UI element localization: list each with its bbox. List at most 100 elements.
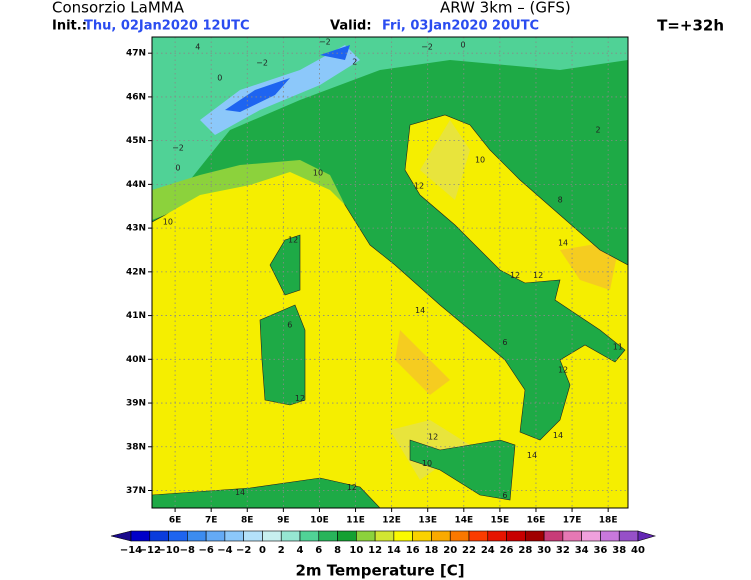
colorbar-bin [280,530,301,542]
x-tick-label: 10E [310,516,329,526]
contour-label: 6 [287,321,292,330]
contour-label: 10 [475,155,485,164]
colorbar-label: 16 [406,545,420,556]
contour-label: −2 [421,43,433,52]
graticule [152,37,628,508]
colorbar-label: −10 [157,545,179,556]
contour-label: 0 [175,164,180,173]
contour-label: 12 [510,271,520,280]
corsica [269,234,301,296]
contour-label: 14 [558,238,568,247]
contour-label: 12 [288,235,298,244]
contour-label: 14 [235,488,245,497]
contour-label: −2 [172,144,184,153]
warm-sea [395,240,620,395]
contour-label: 12 [428,433,438,442]
colorbar-label: 18 [424,545,438,556]
init-time: Thu, 02Jan2020 12UTC [84,19,250,34]
colorbar-bin [506,530,526,542]
colorbar-label: 12 [368,545,382,556]
y-tick-label: 42N [126,267,146,277]
colorbar-bin [393,530,413,542]
colorbar-label: 8 [334,545,341,556]
x-tick-label: 14E [454,516,473,526]
colorbar-bin [487,530,507,542]
colorbar-label: 30 [537,545,551,556]
y-tick-label: 41N [126,311,146,321]
contour-label: 0 [461,40,466,49]
contour-label: 12 [414,182,424,191]
colorbar-bin [262,530,282,542]
colorbar-bin [431,530,451,542]
axes: 6E 7E 8E 9E 10E 11E 12E 13E 14E 15E 16E 17E 18E 37N 38… [126,49,618,526]
contour-label: 2 [352,57,357,66]
alps-coldest [225,45,350,112]
contour-label: 10 [163,217,173,226]
colorbar-label: 32 [556,545,570,556]
colorbar-label: 2 [278,545,285,556]
colorbar-bin [600,530,620,542]
x-tick-label: 13E [418,516,437,526]
contour-label: 12 [295,394,305,403]
colorbar-label: 34 [575,545,589,556]
contour-label: 4 [195,43,200,52]
colorbar-bin [412,530,432,542]
x-tick-label: 11E [346,516,365,526]
colorbar-label: −2 [236,545,251,556]
colorbar-label: 20 [443,545,457,556]
contour-label: −2 [319,37,331,46]
colorbar-label: 0 [259,545,266,556]
colorbar-label: 6 [315,545,322,556]
contour-label: 14 [553,431,563,440]
sicily [409,439,516,501]
x-tick-label: 7E [205,516,217,526]
colorbar-label: 10 [349,545,363,556]
contour-label: 12 [533,271,543,280]
contour-label: 10 [313,169,323,178]
colorbar-label: 40 [631,545,645,556]
colorbar-label: −14 [120,545,142,556]
y-tick-label: 44N [126,180,146,190]
colorbar-label: 26 [500,545,514,556]
colorbar-label: 24 [481,545,495,556]
colorbar-bin [224,530,244,542]
contour-label: 6 [502,491,507,500]
colorbar-extend-high [637,530,657,542]
colorbar-bin [356,530,376,542]
colorbar-bin [449,530,470,542]
x-tick-label: 9E [277,516,289,526]
contour-label: 0 [217,74,222,83]
colorbar-title: 2m Temperature [C] [295,562,464,580]
colorbar-bin [543,530,564,542]
x-tick-label: 16E [527,516,546,526]
alps-cold [200,45,360,135]
x-tick-label: 8E [241,516,253,526]
y-tick-label: 39N [126,399,146,409]
contour-label: 6 [502,338,507,347]
colorbar-label: 22 [462,545,476,556]
org: Consorzio LaMMA [52,0,185,17]
contour-label: 8 [558,196,563,205]
colorbar-bin [468,530,489,542]
colorbar-label: −8 [180,545,195,556]
map-frame [151,36,629,509]
x-tick-label: 15E [491,516,510,526]
colorbar-bin [243,530,263,542]
contour-label: 11 [613,343,623,352]
colorbar-bin [374,530,395,542]
x-tick-label: 18E [599,516,618,526]
y-tick-label: 45N [126,136,146,146]
contour-label: 12 [558,366,568,375]
colorbar-bin [149,530,169,542]
colorbar-bin [581,530,601,542]
x-tick-label: 17E [563,516,582,526]
y-tick-label: 43N [126,224,146,234]
x-tick-label: 12E [382,516,401,526]
colorbar-label: 28 [518,545,532,556]
contour-label: −2 [256,58,268,67]
y-tick-label: 38N [126,442,146,452]
contour-label: 10 [422,459,432,468]
contour-label: 12 [347,483,357,492]
colorbar-label: 14 [387,545,401,556]
